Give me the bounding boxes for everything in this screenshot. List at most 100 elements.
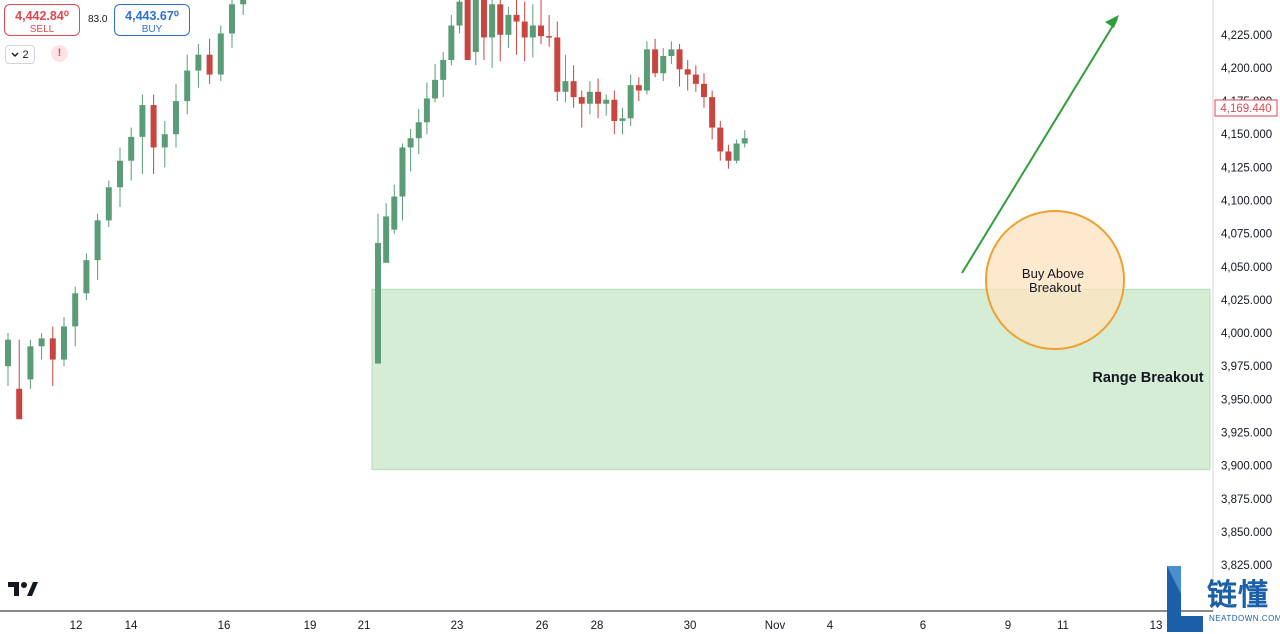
candle bbox=[676, 49, 683, 70]
x-tick-label: 4 bbox=[827, 620, 834, 632]
early-candle bbox=[206, 54, 213, 75]
y-tick-label: 3,850.000 bbox=[1221, 527, 1272, 539]
candle bbox=[611, 99, 618, 121]
y-tick-label: 3,825.000 bbox=[1221, 560, 1272, 572]
range-breakout-label: Range Breakout bbox=[1092, 370, 1203, 386]
x-tick-label: 9 bbox=[1005, 620, 1011, 632]
x-tick-label: Nov bbox=[765, 620, 786, 632]
x-tick-label: 19 bbox=[304, 620, 317, 632]
candle bbox=[586, 91, 593, 104]
early-candle bbox=[16, 388, 23, 420]
x-tick-label: 26 bbox=[536, 620, 549, 632]
candle bbox=[513, 14, 520, 22]
early-candle bbox=[184, 70, 191, 102]
y-tick-label: 3,925.000 bbox=[1221, 427, 1272, 439]
candle bbox=[538, 25, 544, 37]
candle bbox=[668, 49, 675, 57]
trend-arrow-line bbox=[961, 18, 1118, 274]
candle bbox=[440, 59, 447, 80]
early-candle bbox=[128, 136, 135, 161]
y-tick-label: 4,125.000 bbox=[1221, 162, 1272, 174]
candle bbox=[554, 37, 561, 92]
y-tick-label: 3,875.000 bbox=[1221, 494, 1272, 506]
candle bbox=[578, 97, 585, 104]
sell-button[interactable]: 4,442.84⁰ SELL bbox=[4, 4, 80, 36]
candle bbox=[399, 147, 406, 197]
early-candle bbox=[195, 54, 202, 71]
early-candle bbox=[173, 101, 179, 135]
x-axis-ticks: 12 14 16 19 21 23 26 28 30 Nov 4 6 9 11 13 bbox=[70, 620, 1163, 632]
current-price-tag: 4,169.440 bbox=[1214, 99, 1278, 117]
watermark-chinese: 链懂 bbox=[1207, 578, 1269, 613]
candle bbox=[595, 91, 602, 104]
exclamation-icon[interactable]: ! bbox=[51, 45, 68, 62]
early-candle bbox=[240, 0, 247, 5]
candle bbox=[505, 14, 512, 35]
candle bbox=[448, 25, 455, 60]
y-tick-label: 3,975.000 bbox=[1221, 361, 1272, 373]
early-candle bbox=[229, 4, 235, 34]
x-tick-label: 12 bbox=[70, 620, 83, 632]
y-tick-label: 3,950.000 bbox=[1221, 394, 1272, 406]
early-candles bbox=[5, 0, 247, 420]
breakout-label-line1: Buy Above bbox=[1022, 266, 1084, 281]
y-tick-label: 4,050.000 bbox=[1221, 262, 1272, 274]
svg-text:4,169.440: 4,169.440 bbox=[1220, 103, 1271, 115]
candle bbox=[546, 36, 553, 38]
x-tick-label: 6 bbox=[920, 620, 926, 632]
candle bbox=[521, 21, 528, 38]
buy-button[interactable]: 4,443.67⁰ BUY bbox=[114, 4, 190, 36]
candle bbox=[415, 122, 422, 139]
candle bbox=[529, 25, 536, 38]
early-candle bbox=[38, 338, 45, 347]
early-candle bbox=[105, 187, 112, 221]
early-candle bbox=[83, 260, 90, 294]
candle bbox=[627, 85, 634, 119]
candle bbox=[423, 98, 430, 123]
candle bbox=[603, 99, 610, 104]
candle bbox=[741, 138, 748, 144]
candle bbox=[391, 196, 398, 230]
y-tick-label: 4,075.000 bbox=[1221, 229, 1272, 241]
watermark: 链懂 NEATDOWN.COM bbox=[1163, 564, 1280, 634]
early-candle bbox=[117, 160, 123, 188]
chevron-down-icon bbox=[11, 52, 19, 57]
candle bbox=[497, 4, 504, 35]
sell-label: SELL bbox=[29, 24, 55, 35]
y-axis-ticks: 4,225.0004,200.0004,175.0004,150.0004,12… bbox=[1221, 30, 1272, 572]
candle bbox=[717, 127, 724, 152]
x-tick-label: 23 bbox=[451, 620, 464, 632]
trend-arrow-head bbox=[1105, 15, 1119, 28]
y-tick-label: 4,200.000 bbox=[1221, 63, 1272, 75]
early-candle bbox=[5, 339, 11, 367]
x-tick-label: 21 bbox=[358, 620, 371, 632]
y-tick-label: 4,225.000 bbox=[1221, 30, 1272, 42]
breakout-circle bbox=[985, 210, 1125, 350]
early-candle bbox=[61, 326, 67, 360]
candle bbox=[570, 81, 577, 98]
y-tick-label: 3,900.000 bbox=[1221, 461, 1272, 473]
indicator-toggle-button[interactable]: 2 bbox=[5, 45, 35, 64]
y-tick-label: 4,025.000 bbox=[1221, 295, 1272, 307]
candle bbox=[709, 97, 716, 128]
candle bbox=[660, 56, 667, 74]
x-tick-label: 16 bbox=[218, 620, 231, 632]
y-tick-label: 4,150.000 bbox=[1221, 129, 1272, 141]
early-candle bbox=[217, 33, 224, 75]
candle bbox=[725, 151, 732, 161]
breakout-label-line2: Breakout bbox=[1029, 280, 1081, 295]
candle bbox=[701, 83, 707, 98]
watermark-l-logo bbox=[1167, 566, 1203, 632]
early-candle bbox=[27, 346, 34, 380]
early-candle bbox=[150, 105, 157, 148]
x-tick-label: 28 bbox=[591, 620, 604, 632]
indicator-count: 2 bbox=[22, 48, 29, 61]
early-candle bbox=[49, 338, 56, 360]
x-tick-label: 11 bbox=[1057, 620, 1069, 632]
candle bbox=[635, 85, 642, 91]
early-candle bbox=[161, 134, 168, 148]
candle bbox=[383, 216, 390, 263]
spread-value: 83.0 bbox=[88, 14, 108, 25]
candle bbox=[684, 69, 691, 75]
